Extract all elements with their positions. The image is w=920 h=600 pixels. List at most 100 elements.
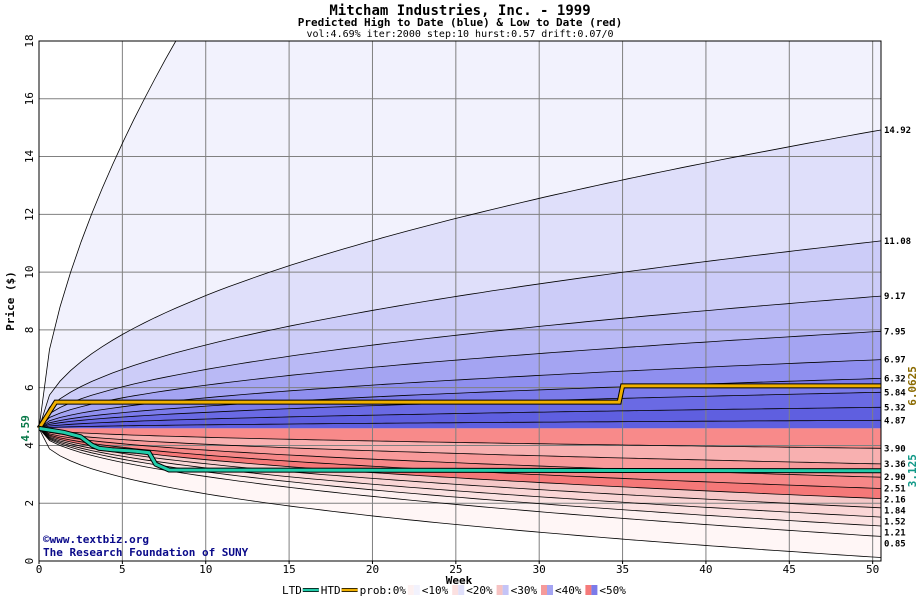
level-label: 2.51 [884,484,906,494]
axes: 0 5 10 15 20 25 30 35 40 45 50 0 2 4 6 8 10 12 14 16 18 4.59 1… [19,34,919,576]
high-contour-line [38,378,882,429]
high-band-8 [39,407,881,429]
high-contour-line [38,240,882,429]
low-band-6 [39,428,881,526]
x-tick-label: 50 [866,563,879,576]
series-ltd-line [38,426,882,473]
x-tick-label: 45 [783,563,796,576]
legend-swatch-high [458,585,465,595]
level-label: 0.85 [884,539,906,549]
level-label: 1.52 [884,517,906,527]
org-text: The Research Foundation of SUNY [43,546,249,559]
level-label: 1.21 [884,528,906,538]
series-htd-line [37,384,881,430]
level-label: 3.90 [884,444,906,454]
legend-swatch-low [541,585,547,595]
level-label: 7.95 [884,327,906,337]
high-contour-line [38,419,882,429]
y-tick-label: 10 [23,265,36,278]
legend-swatch-high [547,585,553,595]
high-contour-line [38,406,882,429]
legend-label: <40% [555,584,582,597]
high-band-5 [39,359,881,429]
low-band-3 [39,428,881,499]
series-htd-final-label: 6.0625 [906,366,919,406]
copyright-text: ©www.textbiz.org [43,533,149,546]
level-label: 3.36 [884,460,906,470]
x-tick-label: 25 [449,563,462,576]
level-label: 6.97 [884,356,906,366]
high-band-1 [39,130,881,429]
legend-label: prob:0% [360,584,407,597]
x-tick-label: 0 [36,563,43,576]
high-band-center [39,420,881,429]
high-contour-line [38,129,882,429]
start-price-label: 4.59 [19,415,32,442]
legend-label: <50% [599,584,626,597]
high-band-7 [39,392,881,429]
x-tick-label: 10 [199,563,212,576]
y-axis-label: Price ($) [4,271,17,331]
legend-label: LTD [282,584,302,597]
low-contour-line [38,428,882,518]
low-band-8 [39,428,881,558]
high-contour-line [38,295,882,429]
level-label: 2.90 [884,473,906,483]
y-tick-label: 6 [23,384,36,391]
legend-swatch-low [452,585,459,595]
legend-swatch-high [502,585,509,595]
low-band-1 [39,428,881,478]
high-band-6 [39,378,881,429]
low-band-2 [39,428,881,489]
y-tick-label: 2 [23,500,36,507]
plot-frame [38,40,882,562]
level-label: 6.32 [884,374,906,384]
x-axis-label: Week [446,574,473,587]
level-label: 14.92 [884,126,911,136]
low-contour-line [38,428,882,449]
x-tick-label: 15 [282,563,295,576]
legend-swatch-low [496,585,503,595]
x-tick-label: 20 [366,563,379,576]
x-tick-label: 35 [616,563,629,576]
low-contour-line [38,428,882,499]
low-contour-line [38,428,882,558]
high-band-3 [39,296,881,429]
chart-subtitle: Predicted High to Date (blue) & Low to D… [298,16,623,29]
y-tick-label: 4 [23,442,36,449]
x-tick-label: 30 [533,563,546,576]
legend-label: <10% [422,584,449,597]
low-contour-line [38,428,882,465]
y-tick-label: 12 [23,208,36,221]
y-tick-label: 18 [23,34,36,47]
y-tick-label: 16 [23,92,36,105]
low-contour-line [38,428,882,537]
y-tick-label: 0 [23,558,36,565]
high-contour-line [38,330,882,429]
chart-params: vol:4.69% iter:2000 step:10 hurst:0.57 d… [306,29,613,40]
legend-swatch-low [585,585,592,595]
level-label: 9.17 [884,292,906,302]
legend-swatch-high [591,585,598,595]
low-band-0 [39,428,881,464]
level-label: 2.16 [884,495,906,505]
x-tick-label: 5 [119,563,126,576]
chart-title: Mitcham Industries, Inc. - 1999 [329,3,590,19]
low-contour-line [38,428,882,509]
high-band-0 [39,41,881,429]
legend-label: <20% [466,584,493,597]
legend: LTD HTD prob:0% <10% <20% <30% <40% <50% [282,584,626,597]
legend-swatch-low [407,585,414,595]
level-label: 11.08 [884,237,911,247]
level-label: 5.32 [884,403,906,413]
high-band-4 [39,331,881,429]
series-ltd-final-label: 3.125 [906,454,919,487]
legend-label: HTD [321,584,341,597]
low-band-7 [39,428,881,537]
y-tick-label: 8 [23,327,36,334]
low-band-5 [39,428,881,518]
legend-swatch-high [413,585,420,595]
plot-area [36,40,882,562]
y-tick-label: 14 [23,150,36,164]
